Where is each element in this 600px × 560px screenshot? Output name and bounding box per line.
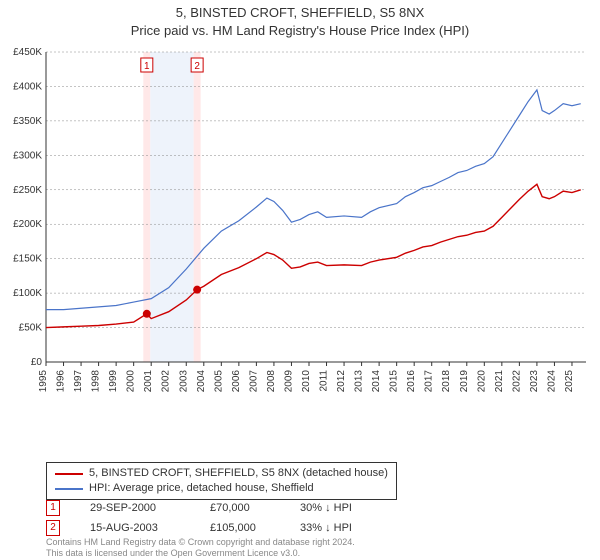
svg-text:2000: 2000 [126,370,137,393]
line-chart: £0 £50K £100K £150K £200K £250K £300K £350K £400… [0,42,598,422]
svg-text:2014: 2014 [371,370,382,393]
svg-text:2018: 2018 [441,370,452,393]
svg-text:£300K: £300K [13,150,42,161]
svg-text:£0: £0 [31,357,43,368]
svg-text:£50K: £50K [19,323,43,334]
svg-text:2006: 2006 [231,370,242,393]
svg-text:2002: 2002 [161,370,172,393]
svg-text:2009: 2009 [283,370,294,393]
chart-title: 5, BINSTED CROFT, SHEFFIELD, S5 8NX Pric… [0,0,600,39]
footer-line1: Contains HM Land Registry data © Crown c… [46,537,355,548]
svg-text:2020: 2020 [476,370,487,393]
svg-text:£200K: £200K [13,219,42,230]
svg-text:2022: 2022 [511,370,522,393]
svg-text:2012: 2012 [336,370,347,393]
svg-text:2015: 2015 [389,370,400,393]
svg-text:2025: 2025 [564,370,575,393]
sale-date-2: 15-AUG-2003 [90,522,180,534]
svg-text:2008: 2008 [266,370,277,393]
svg-text:2013: 2013 [354,370,365,393]
title-line1: 5, BINSTED CROFT, SHEFFIELD, S5 8NX [0,4,600,22]
sale-row-1: 1 29-SEP-2000 £70,000 30% ↓ HPI [46,500,390,516]
svg-text:2004: 2004 [196,370,207,393]
footer-attribution: Contains HM Land Registry data © Crown c… [46,537,355,560]
svg-text:1997: 1997 [73,370,84,393]
legend-item-hpi: HPI: Average price, detached house, Shef… [55,481,388,496]
legend-swatch-hpi [55,488,83,490]
svg-text:2017: 2017 [424,370,435,393]
svg-text:2021: 2021 [494,370,505,393]
sale-marker-2: 2 [46,520,60,536]
svg-text:2023: 2023 [529,370,540,393]
sale-marker-1: 1 [46,500,60,516]
sale-pct-2: 33% ↓ HPI [300,522,390,534]
svg-text:2019: 2019 [459,370,470,393]
svg-text:2: 2 [194,61,200,72]
svg-text:1998: 1998 [91,370,102,393]
legend-item-subject: 5, BINSTED CROFT, SHEFFIELD, S5 8NX (det… [55,466,388,481]
sale-price-2: £105,000 [210,522,270,534]
svg-text:£450K: £450K [13,47,42,58]
svg-text:1999: 1999 [108,370,119,393]
svg-text:£400K: £400K [13,81,42,92]
svg-text:£100K: £100K [13,288,42,299]
sale-row-2: 2 15-AUG-2003 £105,000 33% ↓ HPI [46,520,390,536]
svg-text:1996: 1996 [56,370,67,393]
svg-text:2010: 2010 [301,370,312,393]
title-line2: Price paid vs. HM Land Registry's House … [0,22,600,40]
svg-text:2016: 2016 [406,370,417,393]
svg-text:2005: 2005 [213,370,224,393]
svg-text:£350K: £350K [13,116,42,127]
svg-text:2007: 2007 [248,370,259,393]
svg-text:£250K: £250K [13,185,42,196]
legend: 5, BINSTED CROFT, SHEFFIELD, S5 8NX (det… [46,462,397,500]
svg-text:2024: 2024 [546,370,557,393]
svg-text:1: 1 [144,61,150,72]
svg-text:2001: 2001 [143,370,154,393]
sale-date-1: 29-SEP-2000 [90,502,180,514]
sale-pct-1: 30% ↓ HPI [300,502,390,514]
svg-text:2011: 2011 [319,370,330,392]
legend-label-hpi: HPI: Average price, detached house, Shef… [89,481,314,496]
svg-text:2003: 2003 [178,370,189,393]
svg-text:1995: 1995 [38,370,49,393]
svg-text:£150K: £150K [13,254,42,265]
footer-line2: This data is licensed under the Open Gov… [46,548,355,559]
sale-events: 1 29-SEP-2000 £70,000 30% ↓ HPI 2 15-AUG… [46,500,390,540]
legend-label-subject: 5, BINSTED CROFT, SHEFFIELD, S5 8NX (det… [89,466,388,481]
chart-container: 5, BINSTED CROFT, SHEFFIELD, S5 8NX Pric… [0,0,600,560]
sale-price-1: £70,000 [210,502,270,514]
legend-swatch-subject [55,473,83,475]
